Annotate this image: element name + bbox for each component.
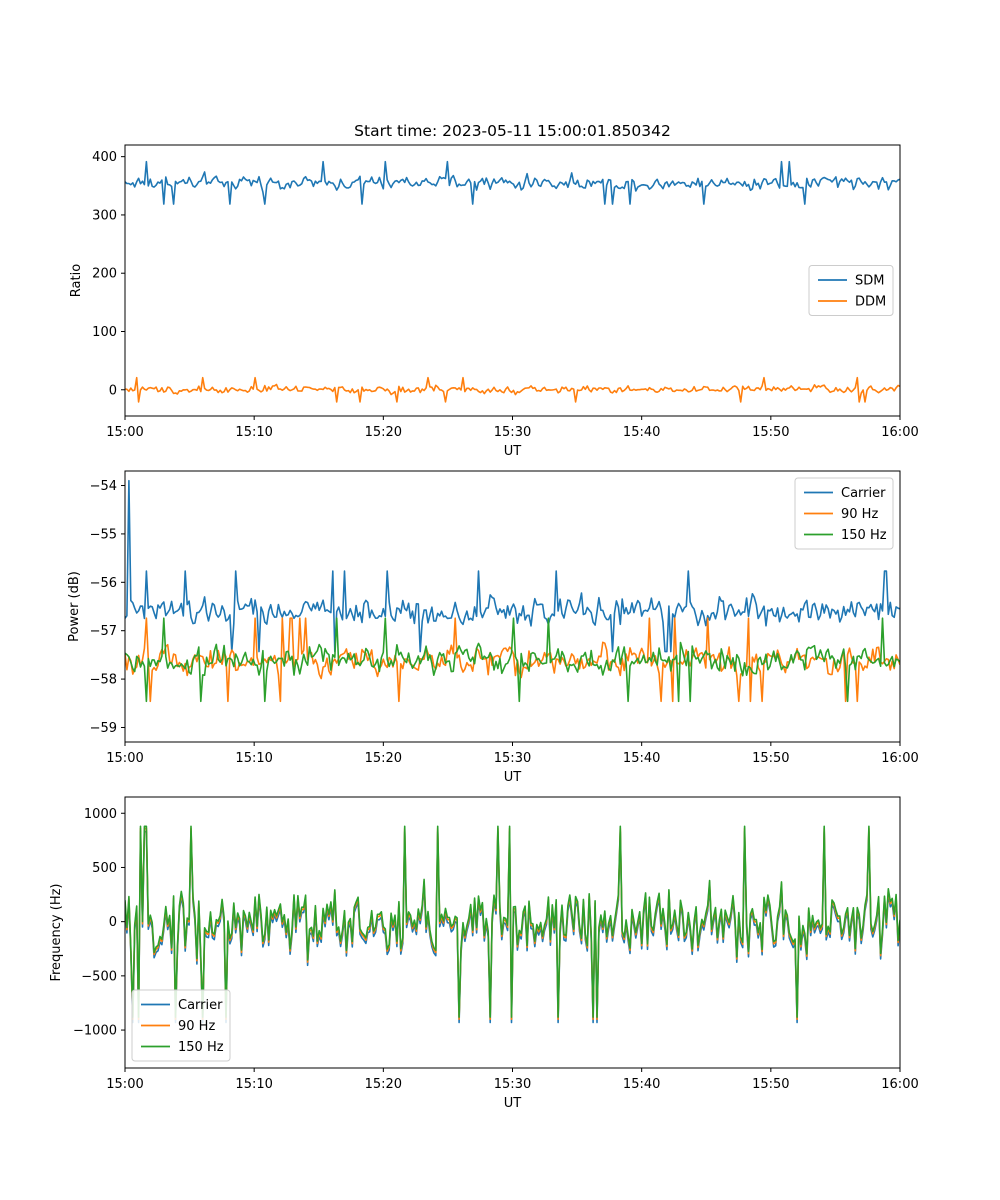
x-tick-label: 15:50 bbox=[752, 425, 789, 440]
legend-label: Carrier bbox=[841, 486, 886, 501]
x-tick-label: 15:40 bbox=[623, 751, 660, 766]
legend-label: 90 Hz bbox=[841, 507, 878, 522]
x-tick-label: 15:50 bbox=[752, 1077, 789, 1092]
y-tick-label: 100 bbox=[92, 325, 117, 340]
y-tick-label: −59 bbox=[90, 721, 117, 736]
legend-box bbox=[794, 477, 894, 550]
y-tick-label: 500 bbox=[92, 861, 117, 876]
x-tick-label: 15:10 bbox=[235, 1077, 272, 1092]
x-tick-label: 15:20 bbox=[365, 425, 402, 440]
y-tick-label: 1000 bbox=[84, 807, 117, 822]
y-axis-label: Ratio bbox=[69, 264, 84, 297]
x-tick-label: 15:40 bbox=[623, 1077, 660, 1092]
y-tick-label: −500 bbox=[81, 969, 117, 984]
x-tick-label: 15:00 bbox=[106, 751, 143, 766]
legend-label: SDM bbox=[855, 274, 884, 289]
y-tick-label: 0 bbox=[109, 383, 117, 398]
x-tick-label: 15:20 bbox=[365, 751, 402, 766]
y-axis-label: Power (dB) bbox=[67, 571, 82, 642]
x-tick-label: 15:00 bbox=[106, 425, 143, 440]
series-line-ddm bbox=[125, 376, 900, 403]
x-tick-label: 16:00 bbox=[881, 1077, 918, 1092]
x-tick-label: 15:30 bbox=[494, 1077, 531, 1092]
series-line-sdm bbox=[125, 160, 900, 205]
y-tick-label: −56 bbox=[90, 576, 117, 591]
x-tick-label: 16:00 bbox=[881, 751, 918, 766]
chart-panel-1: 15:00 15:10 15:20 15:30 15:40 15:50 16:00 0 100 2… bbox=[69, 122, 919, 459]
legend: Carrier 90 Hz 150 Hz bbox=[794, 477, 894, 550]
y-tick-label: −1000 bbox=[73, 1024, 117, 1039]
series-group bbox=[125, 825, 900, 1024]
series-line-150-hz bbox=[125, 825, 900, 1018]
x-tick-label: 15:00 bbox=[106, 1077, 143, 1092]
series-line-150-hz bbox=[125, 617, 900, 703]
y-tick-label: 400 bbox=[92, 150, 117, 165]
y-tick-label: 0 bbox=[109, 915, 117, 930]
chart-panel-3: 15:00 15:10 15:20 15:30 15:40 15:50 16:00 1000 5… bbox=[49, 796, 919, 1111]
series-group bbox=[125, 479, 900, 703]
legend-label: 150 Hz bbox=[841, 528, 887, 543]
y-tick-label: −54 bbox=[90, 479, 117, 494]
legend-box bbox=[131, 989, 231, 1062]
x-tick-label: 16:00 bbox=[881, 425, 918, 440]
legend: SDM DDM bbox=[808, 265, 894, 316]
x-tick-label: 15:30 bbox=[494, 425, 531, 440]
y-tick-label: 300 bbox=[92, 208, 117, 223]
x-tick-label: 15:30 bbox=[494, 751, 531, 766]
y-tick-label: 200 bbox=[92, 267, 117, 282]
legend-label: 150 Hz bbox=[178, 1040, 224, 1055]
x-tick-label: 15:40 bbox=[623, 425, 660, 440]
y-axis-label: Frequency (Hz) bbox=[49, 883, 64, 981]
y-tick-label: −57 bbox=[90, 624, 117, 639]
series-group bbox=[125, 160, 900, 403]
y-tick-label: −55 bbox=[90, 527, 117, 542]
x-axis-label: UT bbox=[504, 770, 522, 785]
x-axis-label: UT bbox=[504, 1096, 522, 1111]
legend-box bbox=[808, 265, 894, 316]
x-axis-label: UT bbox=[504, 444, 522, 459]
legend-label: Carrier bbox=[178, 998, 223, 1013]
y-tick-label: −58 bbox=[90, 673, 117, 688]
legend-label: 90 Hz bbox=[178, 1019, 215, 1034]
legend-label: DDM bbox=[855, 295, 886, 310]
series-line-90-hz bbox=[125, 617, 900, 703]
chart-panel-2: 15:00 15:10 15:20 15:30 15:40 15:50 16:00 −54 −5… bbox=[67, 470, 919, 785]
legend: Carrier 90 Hz 150 Hz bbox=[131, 989, 231, 1062]
x-tick-label: 15:20 bbox=[365, 1077, 402, 1092]
x-tick-label: 15:10 bbox=[235, 751, 272, 766]
chart-title: Start time: 2023-05-11 15:00:01.850342 bbox=[354, 122, 671, 140]
x-tick-label: 15:10 bbox=[235, 425, 272, 440]
series-line-carrier bbox=[125, 479, 900, 653]
x-tick-label: 15:50 bbox=[752, 751, 789, 766]
